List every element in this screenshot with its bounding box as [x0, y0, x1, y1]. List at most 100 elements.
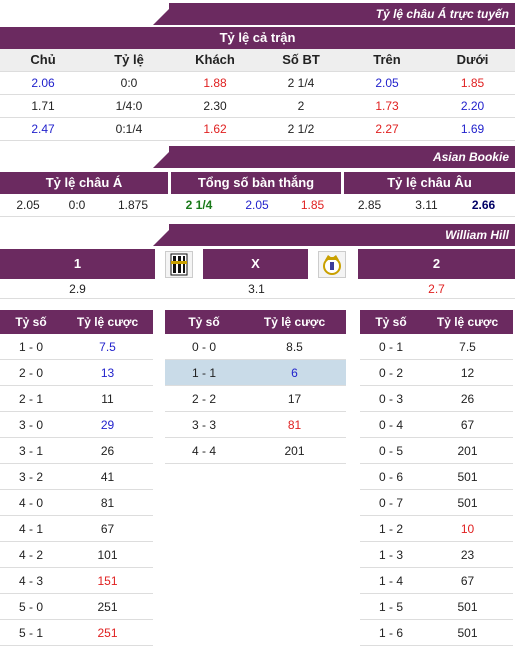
score-cell: 3 - 1: [0, 437, 62, 464]
table-row: 2.05 0:0 1.875 2 1/4 2.05 1.85 2.85 3.11…: [0, 194, 515, 217]
home-win-odds: 2.9: [0, 279, 155, 299]
header-cell: Trên: [373, 52, 401, 67]
odds-cell: 2.66: [471, 198, 496, 212]
odds-cell: 0:0: [120, 76, 138, 90]
odds-cell: 1.88: [203, 76, 227, 90]
table-row: 1 - 0 7.5: [0, 334, 153, 360]
header-cell: Dưới: [456, 52, 489, 67]
odds-cell: 2.85: [357, 198, 382, 212]
odds-cell: 26: [62, 437, 153, 464]
table-header-row: Tỷ lệ châu Á Tổng số bàn thắng Tỷ lệ châ…: [0, 172, 515, 194]
odds-cell: 1.62: [203, 122, 227, 136]
score-cell: 0 - 2: [360, 359, 422, 386]
odds-cell: 2.27: [375, 122, 399, 136]
table-row: 0 - 2 12: [360, 359, 513, 386]
odds-cell: 1.85: [300, 198, 325, 212]
odds-cell: 2 1/4: [287, 76, 315, 90]
odds-cell: 81: [62, 489, 153, 516]
score-cell: 0 - 7: [360, 489, 422, 516]
odds-cell: 2.30: [203, 99, 227, 113]
score-cell: 2 - 2: [165, 385, 243, 412]
table-row: 1 - 6 501: [360, 619, 513, 646]
score-cell: 4 - 3: [0, 567, 62, 594]
home-win-label: 1: [0, 249, 155, 279]
table-row: 0 - 5 201: [360, 437, 513, 464]
table-row: 0 - 0 8.5: [165, 334, 346, 360]
odds-cell: 2.20: [460, 99, 485, 113]
score-cell: 1 - 4: [360, 567, 422, 594]
full-match-odds-table: Tỷ lệ cả trận Chủ Tỷ lệ Khách Số BT Trên…: [0, 27, 515, 141]
odds-cell: 26: [422, 385, 513, 412]
table-row: 2 - 0 13: [0, 359, 153, 386]
odds-cell: 29: [62, 411, 153, 438]
banner-title: William Hill: [169, 224, 515, 246]
odds-cell: 501: [422, 619, 513, 646]
score-cell: 0 - 5: [360, 437, 422, 464]
table-row: 2.06 0:0 1.88 2 1/4 2.05 1.85: [0, 72, 515, 95]
header-cell: Khách: [195, 52, 235, 67]
banner-title: Asian Bookie: [169, 146, 515, 168]
table-row: 4 - 3 151: [0, 567, 153, 594]
col-score: Tỷ số: [360, 310, 422, 334]
odds-cell: 251: [62, 593, 153, 620]
away-win-odds: 2.7: [358, 279, 515, 299]
odds-cell: 0:1/4: [115, 122, 143, 136]
odds-cell: 67: [422, 411, 513, 438]
odds-cell: 2.05: [375, 76, 399, 90]
score-cell: 0 - 3: [360, 385, 422, 412]
score-cell: 4 - 4: [165, 437, 243, 464]
odds-cell: 151: [62, 567, 153, 594]
table-row: 5 - 0 251: [0, 593, 153, 620]
table-row: 2 - 1 11: [0, 385, 153, 412]
table-row: 1 - 3 23: [360, 541, 513, 568]
banner-william-hill: William Hill: [0, 224, 515, 246]
odds-cell: 2 1/4: [185, 198, 213, 212]
draw-odds: 3.1: [155, 279, 358, 299]
odds-cell: 501: [422, 463, 513, 490]
header-cell: Số BT: [282, 52, 320, 67]
table-row: 1.71 1/4:0 2.30 2 1.73 2.20: [0, 95, 515, 118]
score-cell: 1 - 0: [0, 334, 62, 360]
table-row: 0 - 4 67: [360, 411, 513, 438]
header-cell: Tổng số bàn thắng: [171, 172, 341, 194]
score-cell: 4 - 0: [0, 489, 62, 516]
table-row: 0 - 1 7.5: [360, 334, 513, 360]
draw-label: X: [203, 249, 308, 279]
banner-asian-bookie: Asian Bookie: [0, 146, 515, 168]
odds-cell: 501: [422, 593, 513, 620]
score-cell: 5 - 1: [0, 619, 62, 646]
table-title: Tỷ lệ cả trận: [0, 27, 515, 49]
william-hill-1x2: 1 X 2 2.9 3.1 2.7: [0, 249, 515, 299]
score-cell: 1 - 5: [360, 593, 422, 620]
col-odds: Tỷ lệ cược: [243, 310, 346, 334]
table-row: 3 - 1 26: [0, 437, 153, 464]
juventus-logo-icon: [165, 251, 193, 278]
odds-cell: 1.73: [375, 99, 399, 113]
header-cell: Tỷ lệ châu Á: [0, 172, 168, 194]
odds-cell: 13: [62, 359, 153, 386]
odds-cell: 10: [422, 515, 513, 542]
table-row: 4 - 0 81: [0, 489, 153, 516]
odds-cell: 7.5: [422, 334, 513, 360]
table-row: 4 - 2 101: [0, 541, 153, 568]
col-odds: Tỷ lệ cược: [62, 310, 153, 334]
score-cell: 4 - 2: [0, 541, 62, 568]
odds-cell: 67: [422, 567, 513, 594]
score-cell: 3 - 3: [165, 411, 243, 438]
odds-cell: 2.47: [31, 122, 55, 136]
real-madrid-logo-icon: [318, 251, 346, 278]
score-cell: 2 - 0: [0, 359, 62, 386]
score-cell: 3 - 0: [0, 411, 62, 438]
score-cell: 5 - 0: [0, 593, 62, 620]
banner-title: Tỷ lệ châu Á trực tuyến: [169, 3, 515, 25]
score-cell: 0 - 0: [165, 334, 243, 360]
header-cell: Tỷ lệ châu Âu: [344, 172, 515, 194]
odds-cell: 17: [243, 385, 346, 412]
asian-bookie-table: Tỷ lệ châu Á Tổng số bàn thắng Tỷ lệ châ…: [0, 172, 515, 217]
odds-cell: 0:0: [68, 198, 86, 212]
header-cell: Chủ: [30, 52, 56, 67]
banner-asian-live: Tỷ lệ châu Á trực tuyến: [0, 3, 515, 25]
odds-cell: 201: [422, 437, 513, 464]
